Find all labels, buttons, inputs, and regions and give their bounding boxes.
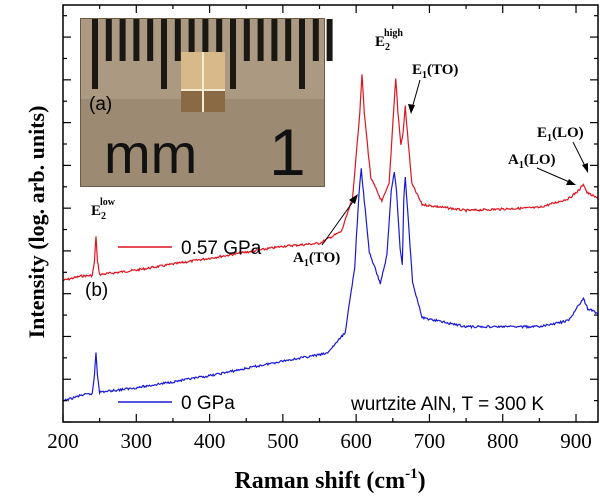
inset-photo: mm 1 (a) bbox=[78, 16, 333, 189]
x-tick-label: 800 bbox=[487, 429, 519, 453]
series-line-0.57gpa bbox=[62, 74, 599, 282]
ruler-tick bbox=[147, 19, 154, 61]
arrowhead-e1-lo bbox=[582, 163, 588, 173]
inset-sample-cube bbox=[181, 52, 225, 112]
panel-label-a: (a) bbox=[89, 94, 112, 115]
legend-label-0.57gpa: 0.57 GPa bbox=[181, 238, 262, 259]
series-layer bbox=[62, 74, 599, 402]
legend-0.57gpa: 0.57 GPa bbox=[118, 238, 262, 259]
ruler-tick bbox=[119, 19, 126, 61]
x-axis-label-close: ) bbox=[418, 468, 426, 494]
ruler-tick bbox=[230, 19, 236, 89]
panel-label-b: (b) bbox=[85, 280, 108, 301]
arrow-a1-lo bbox=[536, 167, 575, 185]
legend-label-0gpa: 0 GPa bbox=[181, 393, 235, 414]
x-tick-label: 400 bbox=[194, 429, 226, 453]
ruler-tick bbox=[202, 19, 209, 61]
legend-0gpa: 0 GPa bbox=[118, 393, 235, 414]
inset-ruler-ticks bbox=[92, 19, 333, 89]
annotation-e1-lo: E1(LO) bbox=[537, 125, 584, 144]
annotation-e2-high: E2high bbox=[375, 28, 403, 53]
inset-number-label: 1 bbox=[269, 115, 306, 189]
ruler-tick bbox=[257, 19, 264, 61]
inset-mm-label: mm bbox=[104, 122, 197, 185]
annotation-e2-low: E2low bbox=[91, 197, 116, 222]
annotation-e1-to: E1(TO) bbox=[412, 62, 458, 81]
x-tick-label: 300 bbox=[121, 429, 153, 453]
x-axis-label-main: Raman shift (cm bbox=[234, 468, 405, 494]
ruler-tick bbox=[243, 19, 250, 61]
ruler-tick bbox=[299, 19, 305, 89]
ruler-tick bbox=[285, 19, 292, 61]
ruler-tick bbox=[188, 19, 195, 61]
sample-note: wurtzite AlN, T = 300 K bbox=[350, 394, 544, 415]
ruler-tick bbox=[92, 19, 98, 89]
ruler-tick bbox=[161, 19, 167, 89]
x-tick-label: 200 bbox=[47, 429, 79, 453]
x-axis-label-unit-exponent: -1 bbox=[405, 466, 418, 482]
x-tick-label: 600 bbox=[340, 429, 372, 453]
y-axis-label: Intensity (log. arb. units) bbox=[24, 106, 49, 339]
annotation-a1-to: A1(TO) bbox=[293, 250, 340, 269]
ruler-tick bbox=[133, 19, 140, 61]
arrowhead-a1-lo bbox=[566, 179, 576, 185]
arrowhead-a1-to bbox=[349, 194, 358, 204]
peak-annotations: E2low E2high E1(TO) A1(TO) A1(LO) E1(LO) bbox=[91, 28, 588, 269]
x-tick-labels: 200 300 400 500 600 700 800 900 bbox=[47, 429, 592, 453]
arrowhead-e1-to bbox=[408, 104, 415, 114]
ruler-tick bbox=[312, 19, 319, 61]
x-tick-label: 700 bbox=[414, 429, 446, 453]
ruler-tick bbox=[326, 19, 333, 61]
axis-ticks bbox=[62, 5, 598, 423]
ruler-tick bbox=[174, 19, 181, 61]
x-axis-label: Raman shift (cm-1) bbox=[234, 466, 425, 494]
ruler-tick bbox=[216, 19, 223, 61]
arrow-a1-to bbox=[321, 195, 358, 246]
ruler-tick bbox=[271, 19, 278, 61]
x-tick-label: 900 bbox=[560, 429, 592, 453]
x-tick-label: 500 bbox=[267, 429, 299, 453]
annotation-a1-lo: A1(LO) bbox=[508, 152, 556, 171]
ruler-tick bbox=[105, 19, 112, 61]
series-line-0gpa bbox=[62, 168, 598, 402]
plot-frame bbox=[62, 4, 599, 423]
